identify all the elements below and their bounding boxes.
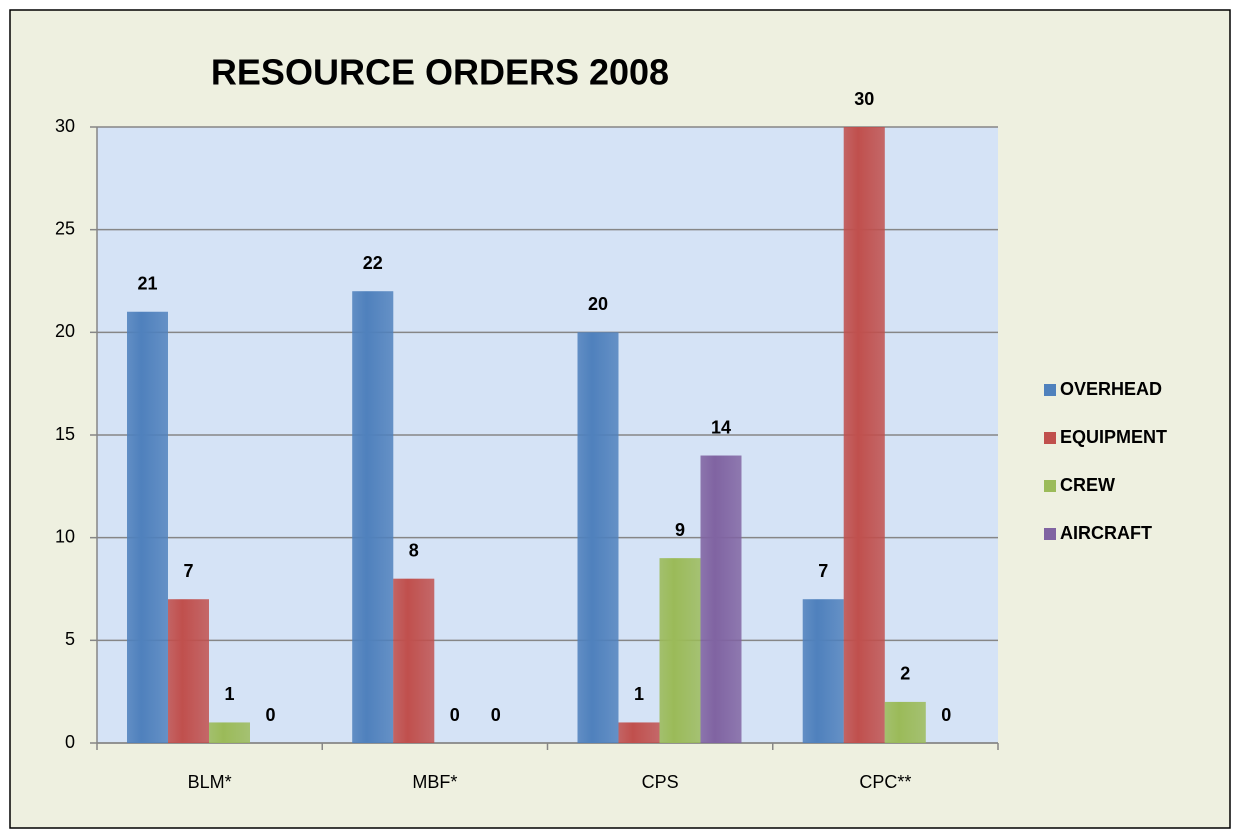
bar [127, 311, 168, 743]
legend-label: CREW [1060, 475, 1115, 495]
legend-label: AIRCRAFT [1060, 523, 1152, 543]
chart-title: RESOURCE ORDERS 2008 [211, 52, 669, 93]
bar [393, 578, 435, 743]
bar [618, 722, 660, 743]
value-label: 0 [941, 705, 951, 725]
bar-tint [802, 599, 844, 743]
bar-tint [127, 311, 168, 743]
legend-swatch [1044, 384, 1056, 396]
y-tick-label: 30 [55, 116, 75, 136]
bar [209, 722, 250, 743]
value-label: 0 [450, 705, 460, 725]
bar-tint [843, 127, 885, 743]
y-tick-label: 0 [65, 732, 75, 752]
bar [700, 455, 742, 743]
bar-tint [209, 722, 250, 743]
value-label: 30 [854, 89, 874, 109]
y-tick-label: 15 [55, 424, 75, 444]
legend-label: OVERHEAD [1060, 379, 1162, 399]
legend-swatch [1044, 480, 1056, 492]
legend-label: EQUIPMENT [1060, 427, 1167, 447]
x-tick-label: CPC** [859, 772, 911, 792]
value-label: 0 [265, 705, 275, 725]
bar [352, 291, 394, 743]
bar-tint [659, 558, 701, 743]
value-label: 7 [818, 561, 828, 581]
value-label: 9 [675, 520, 685, 540]
bar-tint [577, 332, 619, 743]
value-label: 2 [900, 664, 910, 684]
bar [884, 701, 926, 743]
legend-swatch [1044, 432, 1056, 444]
bar [577, 332, 619, 743]
legend-swatch [1044, 528, 1056, 540]
bar-tint [618, 722, 660, 743]
bar-tint [168, 599, 209, 743]
value-label: 22 [363, 253, 383, 273]
x-tick-label: CPS [642, 772, 679, 792]
value-label: 1 [634, 684, 644, 704]
bar-tint [352, 291, 394, 743]
bar [843, 127, 885, 743]
y-tick-label: 20 [55, 321, 75, 341]
bar-tint [700, 455, 742, 743]
x-tick-label: MBF* [412, 772, 457, 792]
value-label: 0 [491, 705, 501, 725]
bar [659, 558, 701, 743]
y-tick-label: 25 [55, 218, 75, 238]
x-tick-label: BLM* [188, 772, 232, 792]
bar-tint [884, 701, 926, 743]
value-label: 8 [409, 540, 419, 560]
value-label: 14 [711, 417, 731, 437]
y-tick-label: 10 [55, 526, 75, 546]
bar [168, 599, 209, 743]
value-label: 1 [224, 684, 234, 704]
value-label: 7 [183, 561, 193, 581]
bar [802, 599, 844, 743]
value-label: 20 [588, 294, 608, 314]
y-tick-label: 5 [65, 629, 75, 649]
value-label: 21 [137, 274, 157, 294]
bar-tint [393, 578, 435, 743]
